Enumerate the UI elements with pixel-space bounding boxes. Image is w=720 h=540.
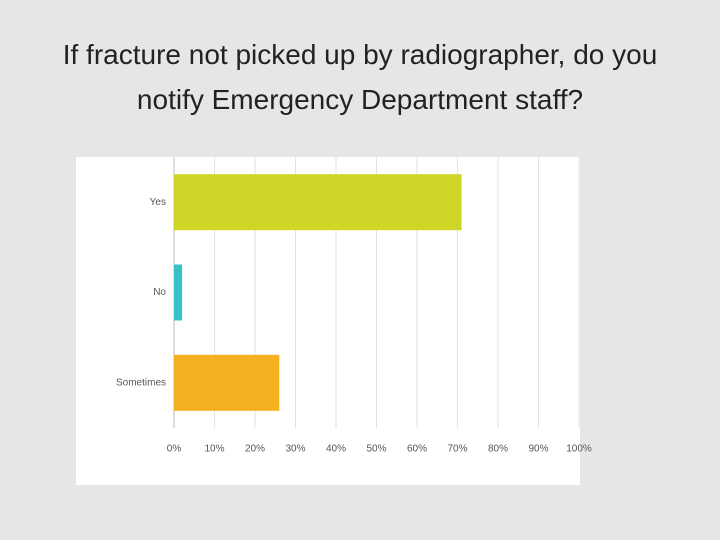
x-tick-label: 30% bbox=[285, 444, 305, 455]
x-tick-label: 40% bbox=[326, 444, 346, 455]
x-tick-label: 90% bbox=[528, 444, 548, 455]
x-tick-label: 20% bbox=[245, 444, 265, 455]
y-tick-label: No bbox=[153, 287, 166, 298]
x-tick-label: 60% bbox=[407, 444, 427, 455]
slide-title: If fracture not picked up by radiographe… bbox=[62, 39, 658, 115]
x-tick-label: 70% bbox=[447, 444, 467, 455]
x-tick-label: 0% bbox=[167, 444, 182, 455]
x-tick-label: 50% bbox=[366, 444, 386, 455]
x-tick-label: 100% bbox=[566, 444, 592, 455]
bar bbox=[174, 174, 462, 231]
y-tick-label: Yes bbox=[150, 197, 166, 208]
x-tick-label: 10% bbox=[204, 444, 224, 455]
x-tick-label: 80% bbox=[488, 444, 508, 455]
y-tick-label: Sometimes bbox=[116, 377, 166, 388]
bar bbox=[174, 264, 183, 321]
bar bbox=[174, 354, 280, 411]
